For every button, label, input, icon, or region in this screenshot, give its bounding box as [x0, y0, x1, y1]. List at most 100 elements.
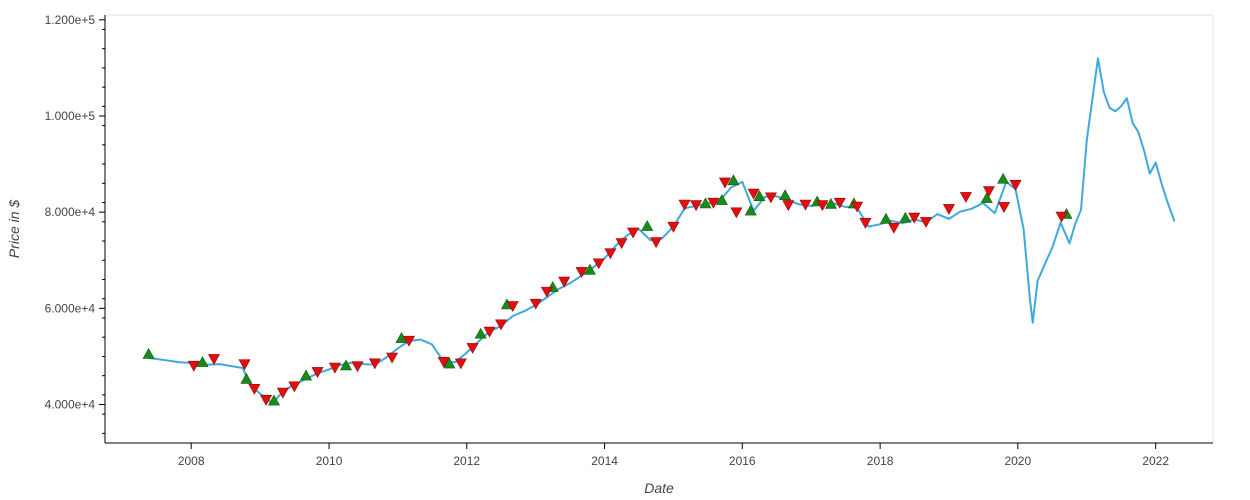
- sell-signal-marker: [328, 362, 341, 374]
- sell-signal-marker: [495, 319, 508, 331]
- price-point: [592, 266, 594, 269]
- sell-signal-marker: [529, 298, 542, 310]
- sell-signal-marker: [887, 222, 900, 234]
- buy-signal-marker: [240, 372, 253, 384]
- price-point: [1029, 297, 1031, 300]
- sell-signal-marker: [238, 359, 251, 371]
- price-line-layer: [147, 57, 1176, 404]
- price-point: [1154, 161, 1157, 164]
- buy-signal-marker: [727, 174, 740, 186]
- price-point: [419, 338, 422, 341]
- price-point: [959, 210, 961, 213]
- sell-signal-marker: [959, 192, 972, 203]
- buy-signal-marker: [340, 359, 353, 371]
- buy-signal-marker: [879, 212, 892, 224]
- y-axis-ticks: 4.000e+4 6.000e+4 8.000e+4 1.000e+5 1.200e+5: [45, 13, 105, 434]
- price-point: [1108, 107, 1111, 109]
- buy-signal-marker: [443, 357, 456, 369]
- price-point: [1137, 131, 1140, 133]
- sell-signal-marker: [483, 326, 496, 338]
- buy-signal-marker: [474, 327, 487, 339]
- y-tick-label: 1.200e+5: [45, 13, 96, 27]
- price-point: [477, 341, 479, 343]
- price-point: [626, 234, 629, 237]
- sell-signal-marker: [982, 186, 995, 198]
- sell-signal-marker: [276, 387, 289, 399]
- x-tick-label: 2022: [1142, 454, 1169, 468]
- sell-signal-marker: [248, 383, 261, 395]
- sell-signal-marker: [908, 212, 921, 224]
- price-point: [936, 213, 939, 215]
- buy-signal-marker: [744, 204, 757, 216]
- price-point: [890, 220, 893, 222]
- price-point: [328, 368, 330, 371]
- x-tick-label: 2018: [867, 454, 894, 468]
- price-point: [454, 361, 457, 364]
- sell-signal-marker: [707, 197, 720, 209]
- price-point: [523, 310, 526, 313]
- price-point: [844, 206, 847, 208]
- sell-signal-marker: [1055, 211, 1068, 223]
- price-point: [1097, 57, 1099, 60]
- sell-signal-marker: [437, 357, 450, 368]
- buy-signal-marker: [583, 263, 596, 275]
- sell-signal-marker: [747, 188, 760, 200]
- sell-signal-marker: [207, 354, 221, 365]
- x-tick-label: 2016: [729, 454, 756, 468]
- price-point: [1120, 105, 1122, 108]
- sell-signal-marker: [351, 361, 364, 373]
- buy-signal-marker: [980, 192, 993, 203]
- sell-signal-marker: [667, 221, 680, 233]
- x-tick-label: 2010: [316, 454, 343, 468]
- sell-signal-marker: [782, 200, 795, 212]
- sell-signal-marker: [604, 248, 617, 260]
- sell-signal-marker: [764, 192, 777, 204]
- sell-signal-marker: [187, 360, 200, 372]
- price-point: [764, 195, 766, 198]
- y-tick-label: 8.000e+4: [45, 205, 96, 219]
- price-point: [1036, 280, 1039, 282]
- price-point: [775, 195, 778, 198]
- y-tick-label: 4.000e+4: [45, 398, 96, 412]
- sell-signal-marker: [454, 358, 467, 370]
- price-point: [1091, 95, 1094, 98]
- sell-signal-marker: [558, 276, 571, 288]
- price-line: [148, 57, 1176, 404]
- sell-signal-marker: [859, 218, 872, 229]
- price-point: [1143, 150, 1145, 152]
- price-point: [511, 315, 514, 317]
- price-point: [1059, 221, 1062, 224]
- y-tick-label: 1.000e+5: [45, 109, 96, 123]
- buy-signal-marker: [997, 172, 1010, 184]
- price-point: [397, 347, 399, 350]
- buy-signal-marker: [715, 194, 728, 205]
- price-point: [362, 363, 364, 365]
- price-point: [1114, 110, 1117, 112]
- sell-signal-marker: [799, 199, 812, 211]
- sell-signal-marker: [506, 301, 519, 313]
- price-point: [1165, 199, 1168, 201]
- price-point: [970, 208, 973, 210]
- buy-signal-marker: [779, 189, 792, 201]
- sell-signal-marker: [288, 381, 301, 393]
- price-point: [649, 239, 652, 241]
- price-point: [569, 282, 571, 285]
- price-point: [1051, 247, 1053, 250]
- buy-signal-marker: [824, 197, 837, 209]
- price-point: [948, 218, 950, 220]
- sell-signal-marker: [368, 358, 381, 370]
- price-point: [557, 288, 560, 290]
- price-point: [1131, 122, 1134, 125]
- price-point: [1045, 259, 1048, 262]
- y-axis-title: Price in $: [6, 200, 22, 259]
- buy-signal-marker: [196, 356, 209, 367]
- sell-signal-marker: [851, 201, 864, 213]
- x-tick-label: 2012: [453, 454, 480, 468]
- plot-frame: [104, 14, 1214, 444]
- price-point: [993, 212, 996, 214]
- price-point: [798, 203, 801, 206]
- sell-signal-marker: [690, 200, 703, 212]
- price-point: [1080, 208, 1082, 211]
- price-point: [1173, 220, 1176, 222]
- price-point: [867, 225, 870, 228]
